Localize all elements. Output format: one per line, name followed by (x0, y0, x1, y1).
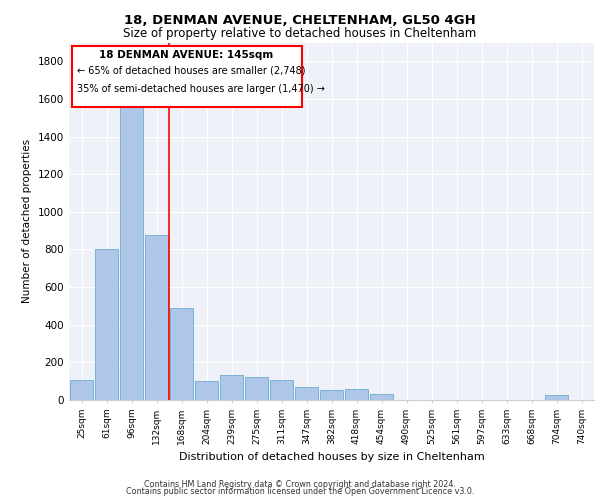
Y-axis label: Number of detached properties: Number of detached properties (22, 139, 32, 304)
Bar (195, 381, 218, 400)
Bar (170, 308, 193, 400)
Bar (545, 396, 568, 400)
Text: Contains HM Land Registry data © Crown copyright and database right 2024.: Contains HM Land Registry data © Crown c… (144, 480, 456, 489)
Bar (145, 236, 168, 400)
X-axis label: Distribution of detached houses by size in Cheltenham: Distribution of detached houses by size … (179, 452, 484, 462)
Bar (345, 388, 368, 400)
Bar (270, 380, 293, 400)
Text: 18 DENMAN AVENUE: 145sqm: 18 DENMAN AVENUE: 145sqm (100, 50, 274, 60)
FancyBboxPatch shape (71, 46, 302, 108)
Text: ← 65% of detached houses are smaller (2,748): ← 65% of detached houses are smaller (2,… (77, 65, 305, 75)
Bar (120, 95, 143, 400)
Text: 35% of semi-detached houses are larger (1,470) →: 35% of semi-detached houses are larger (… (77, 84, 325, 94)
Bar (320, 390, 343, 400)
Text: Contains public sector information licensed under the Open Government Licence v3: Contains public sector information licen… (126, 488, 474, 496)
Bar (245, 378, 268, 400)
Bar (95, 250, 118, 400)
Text: 18, DENMAN AVENUE, CHELTENHAM, GL50 4GH: 18, DENMAN AVENUE, CHELTENHAM, GL50 4GH (124, 14, 476, 27)
Bar (70, 380, 93, 400)
Bar (220, 374, 243, 400)
Bar (370, 394, 393, 400)
Text: Size of property relative to detached houses in Cheltenham: Size of property relative to detached ho… (124, 28, 476, 40)
Bar (295, 387, 318, 400)
